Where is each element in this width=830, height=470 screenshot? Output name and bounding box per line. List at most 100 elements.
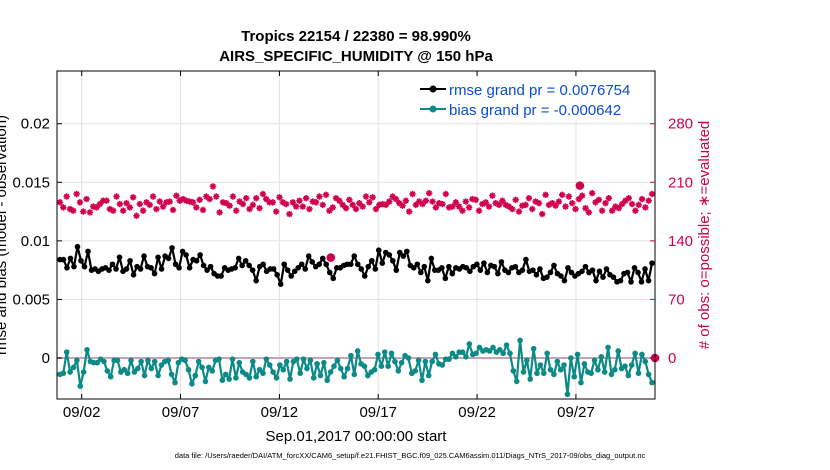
obs-evaluated-point bbox=[143, 199, 150, 206]
bias-point bbox=[151, 358, 158, 365]
y2-tick-label: 140 bbox=[668, 233, 693, 250]
rmse-point bbox=[249, 267, 256, 273]
bias-point bbox=[645, 371, 652, 378]
obs-evaluated-point bbox=[542, 191, 549, 199]
obs-evaluated-point bbox=[296, 197, 303, 204]
bias-point bbox=[425, 372, 432, 379]
rmse-point bbox=[253, 277, 259, 284]
rmse-point bbox=[137, 266, 144, 272]
bias-point bbox=[202, 378, 209, 385]
obs-evaluated-point bbox=[512, 196, 519, 204]
bias-point bbox=[554, 358, 561, 365]
y-tick-label: 0.01 bbox=[21, 233, 50, 250]
rmse-point bbox=[428, 255, 435, 262]
bias-point bbox=[219, 377, 226, 384]
obs-evaluated-point bbox=[113, 193, 120, 200]
bias-point bbox=[612, 366, 618, 373]
obs-evaluated-point bbox=[236, 198, 243, 205]
obs-evaluated-point bbox=[326, 207, 333, 214]
rmse-point bbox=[158, 266, 165, 272]
bias-point bbox=[297, 370, 303, 377]
y-axis-left-label: rmse and bias (model - observation) bbox=[0, 115, 10, 355]
rmse-point bbox=[523, 256, 529, 263]
obs-evaluated-point bbox=[485, 203, 493, 210]
bias-point bbox=[273, 375, 280, 381]
bias-point bbox=[459, 349, 466, 355]
rmse-point bbox=[351, 253, 358, 259]
rmse-point bbox=[589, 267, 596, 273]
bias-point bbox=[287, 376, 293, 382]
rmse-point bbox=[446, 263, 452, 270]
obs-evaluated-point bbox=[439, 200, 446, 208]
bias-point bbox=[280, 366, 287, 373]
x-tick-label: 09/02 bbox=[63, 404, 101, 421]
obs-evaluated-point bbox=[386, 198, 393, 205]
bias-point bbox=[226, 376, 232, 382]
bias-point bbox=[639, 351, 645, 358]
obs-evaluated-point bbox=[572, 205, 579, 213]
rmse-point bbox=[603, 266, 610, 272]
obs-evaluated-point bbox=[435, 200, 443, 207]
obs-count-series bbox=[56, 181, 660, 363]
bias-point bbox=[439, 362, 446, 368]
obs-evaluated-point bbox=[415, 198, 423, 205]
rmse-point bbox=[418, 269, 424, 276]
obs-evaluated-point bbox=[472, 196, 479, 204]
obs-evaluated-point bbox=[578, 192, 586, 199]
bias-point bbox=[429, 358, 435, 365]
obs-evaluated-point bbox=[206, 195, 213, 203]
legend-bias-label: bias grand pr = -0.000642 bbox=[449, 102, 621, 119]
bias-point bbox=[199, 364, 205, 371]
rmse-point bbox=[197, 252, 203, 258]
obs-evaluated-point bbox=[389, 193, 396, 200]
obs-evaluated-point bbox=[585, 209, 593, 216]
obs-evaluated-point bbox=[628, 200, 636, 208]
obs-evaluated-point bbox=[139, 207, 147, 214]
bias-point bbox=[588, 370, 594, 377]
obs-evaluated-point bbox=[183, 197, 190, 204]
bias-point bbox=[463, 354, 469, 360]
obs-evaluated-point bbox=[565, 193, 573, 200]
legend-rmse-label: rmse grand pr = 0.0076754 bbox=[449, 82, 630, 99]
rmse-point bbox=[246, 262, 252, 269]
rmse-point bbox=[628, 279, 634, 285]
bias-point bbox=[635, 370, 642, 377]
obs-evaluated-point bbox=[246, 205, 253, 213]
obs-evaluated-point bbox=[502, 201, 509, 209]
bias-point bbox=[277, 362, 283, 368]
obs-evaluated-point bbox=[253, 194, 260, 202]
bias-point bbox=[473, 350, 479, 357]
rmse-point bbox=[635, 269, 641, 276]
bias-point bbox=[432, 351, 439, 358]
obs-evaluated-point bbox=[399, 202, 406, 209]
bias-point bbox=[209, 368, 216, 374]
bias-point bbox=[632, 350, 638, 357]
obs-evaluated-point bbox=[622, 197, 629, 204]
bias-point bbox=[524, 357, 530, 364]
rmse-point bbox=[596, 268, 603, 275]
rmse-point bbox=[235, 255, 242, 262]
bias-point bbox=[381, 349, 388, 355]
legend-rmse-marker bbox=[429, 85, 437, 93]
bias-point bbox=[354, 348, 361, 354]
obs-evaluated-point bbox=[409, 190, 416, 198]
obs-evaluated-point bbox=[129, 194, 137, 201]
obs-evaluated-point bbox=[529, 205, 536, 213]
rmse-point bbox=[565, 265, 571, 271]
rmse-point bbox=[425, 277, 431, 284]
bias-point bbox=[605, 344, 611, 351]
bias-point bbox=[155, 372, 161, 379]
obs-evaluated-point bbox=[429, 198, 436, 205]
rmse-point bbox=[505, 269, 512, 276]
bias-point bbox=[449, 350, 456, 357]
bias-point bbox=[236, 359, 243, 366]
obs-evaluated-point bbox=[133, 212, 140, 219]
bias-point bbox=[189, 380, 195, 387]
bias-point bbox=[595, 366, 601, 373]
chart-subtitle: AIRS_SPECIFIC_HUMIDITY @ 150 hPa bbox=[219, 48, 493, 65]
rmse-point bbox=[421, 263, 428, 270]
obs-evaluated-point bbox=[86, 209, 94, 216]
bias-point bbox=[578, 379, 584, 386]
obs-evaluated-point bbox=[615, 205, 622, 212]
